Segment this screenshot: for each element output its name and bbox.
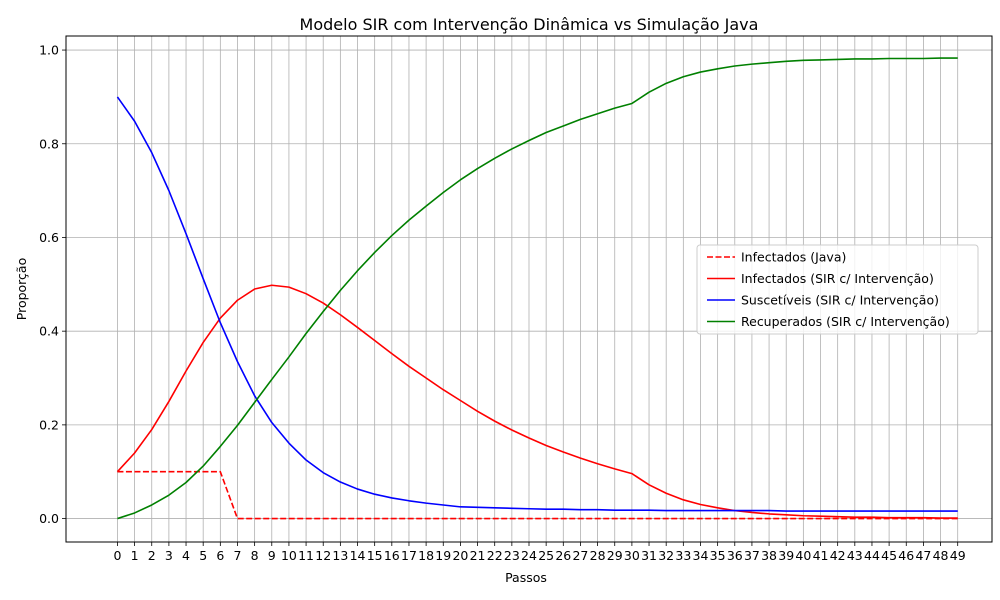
x-tick-label: 11: [298, 548, 314, 563]
x-tick-label: 6: [216, 548, 224, 563]
x-tick-label: 20: [452, 548, 468, 563]
x-tick-label: 31: [641, 548, 657, 563]
x-tick-label: 25: [538, 548, 554, 563]
x-tick-label: 19: [435, 548, 451, 563]
grid-lines: [66, 36, 992, 542]
x-tick-label: 4: [182, 548, 190, 563]
series-line-4: [117, 57, 958, 520]
x-tick-label: 9: [268, 548, 276, 563]
y-tick-label: 0.2: [39, 417, 59, 432]
chart-title: Modelo SIR com Intervenção Dinâmica vs S…: [300, 15, 759, 34]
x-tick-label: 12: [315, 548, 331, 563]
x-tick-label: 40: [795, 548, 811, 563]
x-tick-label: 28: [590, 548, 606, 563]
y-axis-ticks: 0.0 0.2 0.4 0.6 0.8 1.0: [39, 43, 66, 526]
series-layer: [116, 57, 958, 520]
x-tick-label: 39: [778, 548, 794, 563]
x-tick-label: 34: [693, 548, 709, 563]
series-line-2: [116, 284, 958, 519]
x-tick-label: 13: [332, 548, 348, 563]
x-tick-label: 1: [131, 548, 139, 563]
x-tick-label: 17: [401, 548, 417, 563]
x-tick-label: 27: [572, 548, 588, 563]
x-tick-label: 43: [847, 548, 863, 563]
x-tick-label: 10: [281, 548, 297, 563]
x-tick-label: 3: [165, 548, 173, 563]
x-tick-label: 24: [521, 548, 537, 563]
legend-label: Infectados (Java): [741, 250, 846, 265]
x-axis-label: Passos: [505, 570, 547, 585]
y-tick-label: 1.0: [39, 43, 59, 58]
y-tick-label: 0.8: [39, 136, 59, 151]
x-tick-label: 41: [813, 548, 829, 563]
x-tick-label: 29: [607, 548, 623, 563]
x-tick-label: 21: [470, 548, 486, 563]
x-tick-label: 44: [864, 548, 880, 563]
x-tick-label: 30: [624, 548, 640, 563]
x-tick-label: 0: [113, 548, 121, 563]
y-tick-label: 0.6: [39, 230, 59, 245]
x-tick-label: 7: [234, 548, 242, 563]
x-tick-label: 23: [504, 548, 520, 563]
x-tick-label: 49: [950, 548, 966, 563]
x-tick-label: 46: [898, 548, 914, 563]
x-tick-label: 38: [761, 548, 777, 563]
x-tick-label: 16: [384, 548, 400, 563]
x-tick-label: 42: [830, 548, 846, 563]
x-tick-label: 8: [251, 548, 259, 563]
x-tick-label: 14: [350, 548, 366, 563]
y-axis-label: Proporção: [14, 258, 29, 320]
x-tick-label: 33: [675, 548, 691, 563]
x-axis-ticks: 0 1 2 3 4 5 6 7 8 9 10 11 12 13 14 15 16 17 18 19 20 21 22 23 24…: [113, 542, 966, 563]
y-tick-label: 0.4: [39, 324, 59, 339]
x-tick-label: 15: [367, 548, 383, 563]
legend-label: Recuperados (SIR c/ Intervenção): [741, 314, 950, 329]
series-line-3: [116, 96, 958, 512]
x-tick-label: 2: [148, 548, 156, 563]
x-tick-label: 35: [710, 548, 726, 563]
x-tick-label: 37: [744, 548, 760, 563]
legend-label: Infectados (SIR c/ Intervenção): [741, 271, 934, 286]
legend: Infectados (Java) Infectados (SIR c/ Inte…: [696, 244, 979, 335]
x-tick-label: 18: [418, 548, 434, 563]
x-tick-label: 22: [487, 548, 503, 563]
legend-label: Suscetíveis (SIR c/ Intervenção): [741, 293, 939, 308]
x-tick-label: 48: [933, 548, 949, 563]
x-tick-label: 5: [199, 548, 207, 563]
x-tick-label: 32: [658, 548, 674, 563]
y-tick-label: 0.0: [39, 511, 59, 526]
x-tick-label: 26: [555, 548, 571, 563]
x-tick-label: 45: [881, 548, 897, 563]
x-tick-label: 47: [915, 548, 931, 563]
legend-box: [696, 244, 979, 335]
x-tick-label: 36: [727, 548, 743, 563]
series-line-1: [117, 470, 958, 520]
